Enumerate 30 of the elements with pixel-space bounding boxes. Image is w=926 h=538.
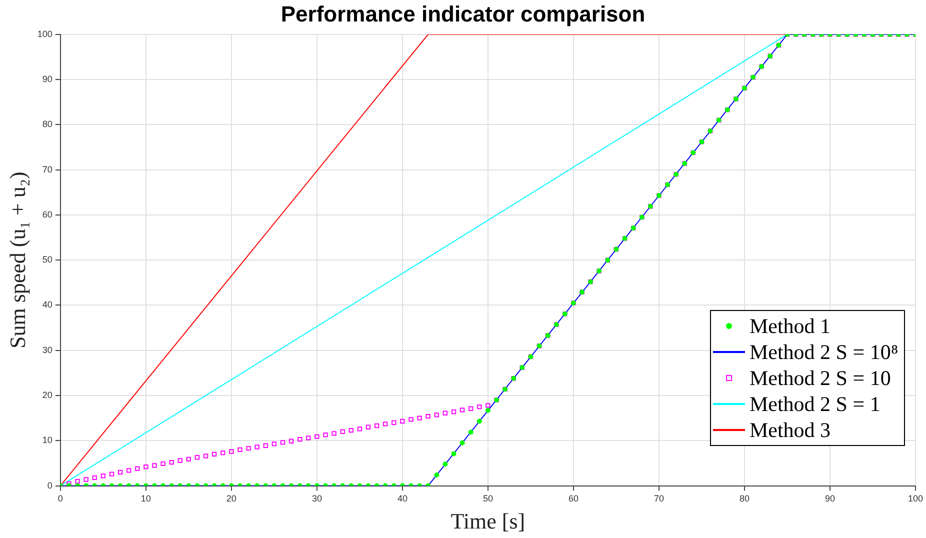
x-tick-label: 80 xyxy=(739,494,750,504)
y-axis-title: Sum speed (u₁ + u₂) xyxy=(4,172,30,349)
x-tick-label: 100 xyxy=(908,494,924,504)
y-tick-label: 50 xyxy=(42,254,52,265)
x-tick-label: 50 xyxy=(482,494,493,504)
y-tick-label: 70 xyxy=(42,164,52,174)
y-tick-label: 40 xyxy=(42,300,52,310)
x-axis-title: Time [s] xyxy=(450,508,526,534)
x-tick-label: 0 xyxy=(58,494,63,504)
legend-label: Method 3 xyxy=(749,416,831,443)
x-tick-label: 70 xyxy=(654,494,664,504)
y-tick-label: 0 xyxy=(47,480,52,490)
y-tick-label: 90 xyxy=(42,74,52,84)
legend-label: Method 1 xyxy=(749,312,831,339)
y-tick-label: 60 xyxy=(42,209,52,220)
x-tick-label: 10 xyxy=(140,494,151,504)
x-tick-label: 60 xyxy=(568,494,578,504)
y-tick-label: 10 xyxy=(42,435,52,446)
legend-label: Method 2 S = 10⁸ xyxy=(749,338,898,365)
x-tick-label: 30 xyxy=(312,494,322,504)
y-tick-label: 30 xyxy=(42,344,52,355)
legend-label: Method 2 S = 1 xyxy=(749,390,880,417)
y-tick-label: 20 xyxy=(42,390,52,400)
chart-title: Performance indicator comparison xyxy=(280,1,646,26)
x-tick-label: 20 xyxy=(226,494,236,504)
y-tick-label: 100 xyxy=(37,28,52,39)
y-tick-label: 80 xyxy=(42,119,52,130)
x-tick-label: 90 xyxy=(824,494,835,504)
x-tick-label: 40 xyxy=(397,494,408,504)
legend-label: Method 2 S = 10 xyxy=(749,364,891,391)
